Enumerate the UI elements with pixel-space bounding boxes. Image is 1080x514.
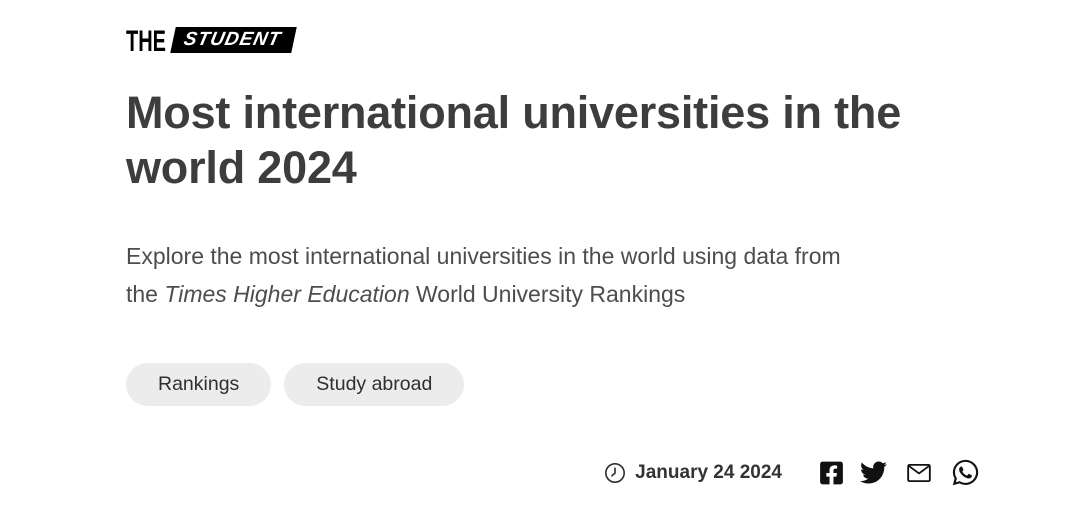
page-title: Most international universities in the w…	[126, 85, 980, 195]
page-title-line2: world 2024	[126, 142, 357, 193]
twitter-icon[interactable]	[860, 459, 887, 486]
the-student-logo[interactable]: THE STUDENT	[126, 25, 980, 55]
tag-study-abroad-label: Study abroad	[316, 373, 433, 395]
article-description: Explore the most international universit…	[126, 237, 980, 313]
share-icons	[820, 458, 980, 487]
the-logo-mark: THE	[126, 25, 168, 55]
content-area: THE STUDENT Most international universit…	[126, 25, 980, 406]
article-meta-row: January 24 2024	[604, 458, 980, 487]
student-logo-label: STUDENT	[181, 29, 284, 50]
tag-rankings[interactable]: Rankings	[126, 363, 272, 406]
facebook-icon[interactable]	[820, 460, 843, 486]
publish-date: January 24 2024	[604, 462, 782, 484]
description-line2-prefix: the	[126, 281, 165, 307]
svg-text:THE: THE	[126, 25, 166, 55]
description-line2-suffix: World University Rankings	[409, 281, 686, 307]
tag-list: Rankings Study abroad	[126, 363, 980, 406]
student-logo-box: STUDENT	[170, 27, 297, 53]
publish-date-text: January 24 2024	[635, 461, 782, 483]
tag-study-abroad[interactable]: Study abroad	[284, 363, 465, 406]
description-line1: Explore the most international universit…	[126, 243, 841, 269]
clock-icon	[604, 462, 626, 484]
description-publication-name: Times Higher Education	[164, 281, 410, 307]
email-icon[interactable]	[904, 460, 934, 486]
tag-rankings-label: Rankings	[158, 373, 240, 395]
whatsapp-icon[interactable]	[951, 458, 980, 487]
page-title-line1: Most international universities in the	[126, 87, 902, 138]
